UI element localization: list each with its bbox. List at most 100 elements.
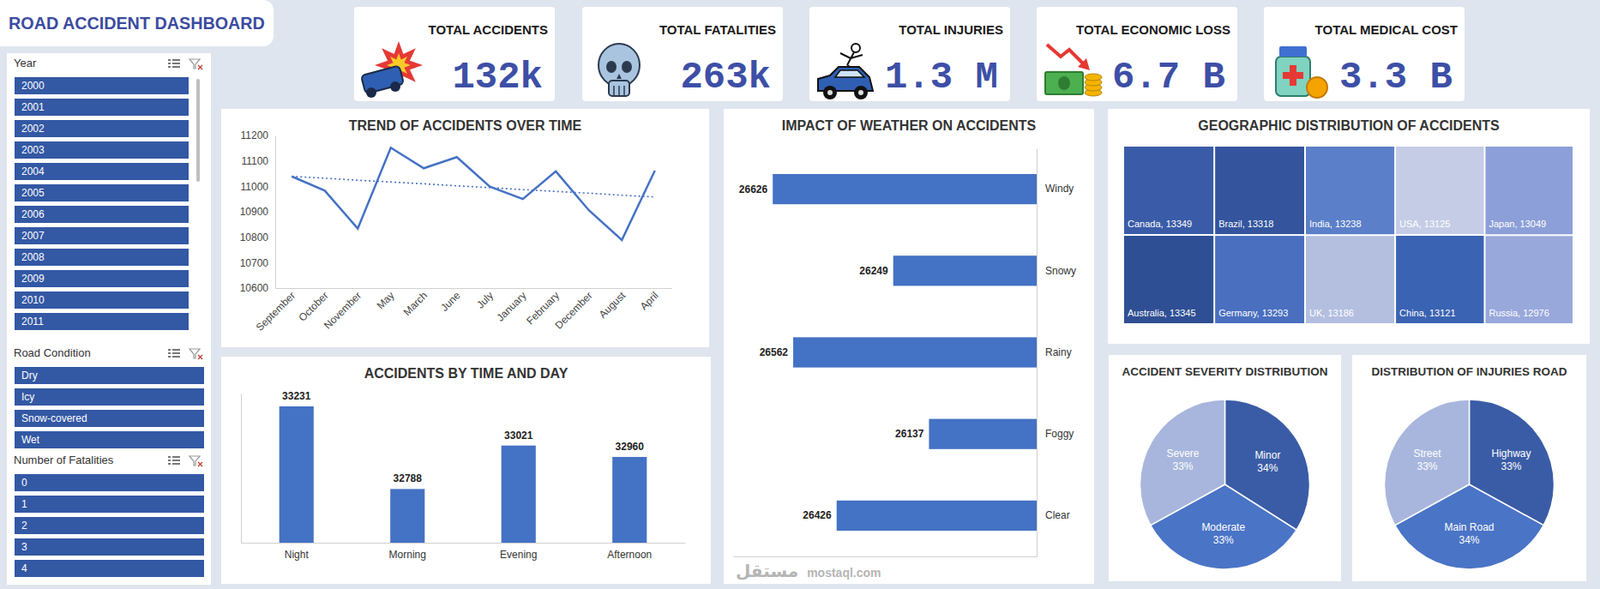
- icon-part: [168, 348, 171, 351]
- pie: [1384, 399, 1555, 570]
- multi-select-icon[interactable]: [168, 59, 181, 68]
- data-label: 26626: [739, 183, 769, 196]
- slicer-item-label: 2006: [21, 208, 45, 221]
- panel-title: GEOGRAPHIC DISTRIBUTION OF ACCIDENTS: [1197, 118, 1500, 133]
- scrollbar[interactable]: [196, 78, 200, 182]
- tick-label: 11100: [240, 155, 269, 168]
- slicer-item-label: 2003: [21, 144, 45, 157]
- panel-title: ACCIDENT SEVERITY DISTRIBUTION: [1122, 365, 1329, 379]
- tick-label: December: [553, 289, 596, 332]
- tick: August: [596, 288, 629, 321]
- slicer-item[interactable]: [14, 184, 189, 202]
- slicer-item-label: 2011: [21, 315, 44, 328]
- tick: May: [374, 289, 397, 313]
- slicer-item-label: 3: [21, 541, 28, 554]
- slicer-item[interactable]: [14, 495, 205, 513]
- icon-part: [366, 87, 377, 98]
- multi-select-icon[interactable]: [168, 348, 181, 358]
- slicer-item[interactable]: [14, 559, 205, 578]
- background: [0, 0, 1600, 589]
- slicer-item-label: 1: [21, 498, 28, 511]
- slicer-item[interactable]: [14, 205, 189, 223]
- treemap-cell: [1305, 146, 1395, 235]
- slicer-item[interactable]: [14, 141, 189, 159]
- slicer-item[interactable]: [14, 77, 189, 95]
- kpi-value: 132k: [451, 55, 543, 99]
- tick-label: 10900: [240, 205, 270, 218]
- tick-label: Rainy: [1045, 346, 1072, 359]
- kpi-title: TOTAL FATALITIES: [659, 22, 776, 37]
- slicer-item[interactable]: [14, 474, 205, 492]
- kpi-bg: [1263, 6, 1465, 102]
- slicer-item[interactable]: [14, 517, 205, 535]
- tick: Windy: [1045, 182, 1074, 195]
- pie-panel: ACCIDENT SEVERITY DISTRIBUTIONMinor34%Mo…: [1108, 354, 1342, 582]
- treemap-cell: [1305, 235, 1395, 324]
- bar: [836, 500, 1037, 531]
- data-label: 34%: [1458, 534, 1480, 547]
- x-axis: SeptemberOctoberNovemberMayMarchJuneJuly…: [253, 288, 673, 334]
- tick-label: May: [374, 289, 397, 313]
- slicer-item[interactable]: [14, 388, 205, 406]
- slicer-item[interactable]: [14, 248, 189, 266]
- slicer-item[interactable]: [14, 162, 189, 181]
- treemap-cell: [1485, 146, 1573, 235]
- data-labels: 33231327883302132960: [282, 390, 644, 485]
- icon-part: [172, 352, 181, 355]
- clear-filter-icon[interactable]: [189, 456, 203, 467]
- tick: March: [401, 289, 430, 319]
- icon-part: [172, 463, 181, 465]
- slicer-item[interactable]: [14, 227, 189, 245]
- data-label: China, 13121: [1399, 307, 1456, 319]
- slicer-item[interactable]: [14, 431, 205, 449]
- panel-title: DISTRIBUTION OF INJURIES ROAD: [1371, 365, 1567, 379]
- data-label: 32788: [393, 472, 423, 485]
- tick-label: Foggy: [1045, 427, 1074, 440]
- icon-part: [168, 59, 171, 61]
- slicer-item[interactable]: [14, 538, 205, 556]
- treemap-cell: [1124, 146, 1214, 235]
- slice-label: Minor: [1254, 449, 1281, 462]
- data-label: 26249: [859, 264, 889, 277]
- tick-label: 10700: [240, 257, 270, 270]
- kpi-icon: [1045, 44, 1102, 97]
- slicer-item[interactable]: [14, 312, 189, 331]
- kpi-icon: [1275, 46, 1328, 98]
- icon-part: [198, 462, 203, 467]
- title-box: [0, 0, 274, 47]
- tick: 10900: [240, 205, 276, 218]
- clear-filter-icon[interactable]: [189, 348, 203, 360]
- tick: Night: [284, 548, 310, 561]
- icon-part: [621, 60, 632, 73]
- icon-part: [823, 85, 837, 100]
- icon-part: [168, 463, 171, 465]
- y-axis: 10600107001080010900110001110011200: [240, 129, 277, 295]
- icon-part: [1077, 58, 1090, 71]
- slicer-item[interactable]: [14, 98, 189, 116]
- slicer-panel: Year200020012002200320042005200620072008…: [6, 53, 211, 585]
- slicer-item[interactable]: [14, 120, 189, 138]
- y-axis: WindySnowyRainyFoggyClear: [1037, 149, 1077, 558]
- kpi-value: 3.3 B: [1339, 55, 1453, 99]
- slicer-title: Year: [13, 56, 37, 70]
- slice-label: Main Road: [1443, 521, 1494, 534]
- kpi-icon: [360, 41, 423, 98]
- bar: [928, 419, 1037, 450]
- slicer-item[interactable]: [14, 270, 189, 288]
- data-label: Canada, 13349: [1127, 218, 1192, 229]
- multi-select-icon[interactable]: [168, 456, 181, 465]
- data-labels: 2662626249265622613726426: [739, 183, 925, 523]
- tick: November: [321, 289, 364, 332]
- tick-label: Clear: [1045, 509, 1071, 522]
- data-label: Japan, 13049: [1488, 218, 1546, 229]
- slicer-item[interactable]: [14, 409, 205, 428]
- treemap-cell: [1215, 235, 1305, 324]
- slicer-item-label: Dry: [21, 369, 38, 382]
- kpi-icon: [818, 43, 873, 100]
- slicer-item[interactable]: [14, 291, 189, 309]
- clear-filter-icon[interactable]: [189, 59, 203, 70]
- data-label: India, 13238: [1309, 218, 1362, 229]
- line-series: [291, 147, 656, 241]
- slice-label: Severe: [1166, 447, 1199, 460]
- slicer-item[interactable]: [14, 366, 205, 385]
